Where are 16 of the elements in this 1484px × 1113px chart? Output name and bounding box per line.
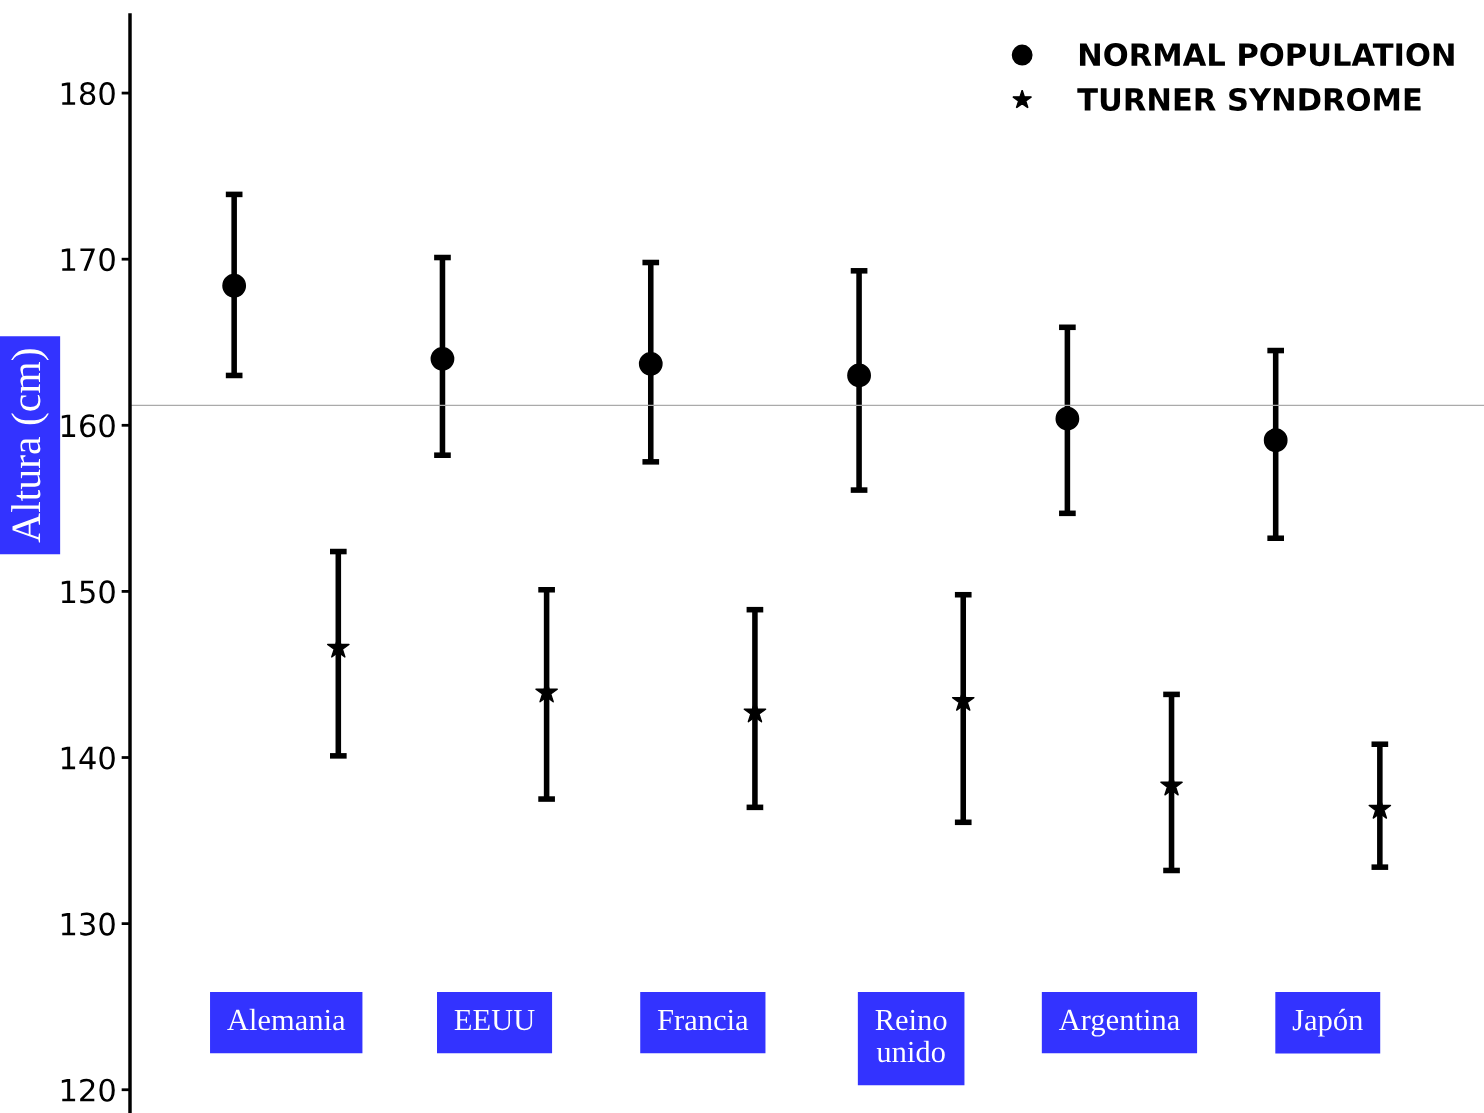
x-tick-label: EEUU bbox=[454, 1010, 535, 1031]
y-tick-label: 130 bbox=[61, 912, 115, 936]
x-tick-label: Argentina bbox=[1058, 1009, 1180, 1037]
x-tick-label: Reino unido bbox=[875, 1009, 947, 1063]
y-tick-label: 180 bbox=[61, 82, 115, 106]
y-tick-label: 120 bbox=[61, 1078, 115, 1102]
y-axis-title: Altura (cm) bbox=[11, 349, 49, 543]
y-tick-label: 150 bbox=[61, 580, 115, 604]
y-tick-label: 160 bbox=[61, 414, 115, 438]
y-tick-label: 170 bbox=[61, 248, 115, 272]
x-tick-label: Francia bbox=[657, 1009, 749, 1031]
x-tick-label: Alemania bbox=[227, 1008, 346, 1031]
legend-label: TURNER SYNDROME bbox=[1077, 87, 1421, 111]
legend-label: NORMAL POPULATION bbox=[1079, 43, 1454, 67]
x-tick-label: Japón bbox=[1292, 1008, 1363, 1037]
y-tick-label: 140 bbox=[61, 746, 115, 770]
